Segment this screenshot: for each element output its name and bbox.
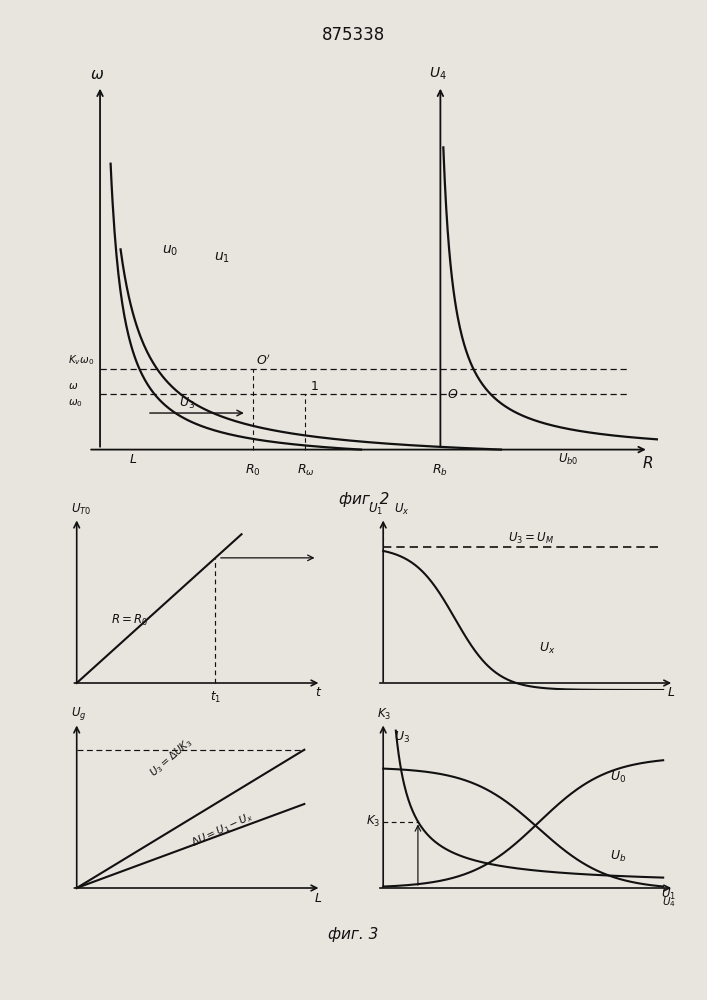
Text: $U_{T0}$: $U_{T0}$ [71,502,92,517]
Text: $L$: $L$ [315,892,322,904]
Text: $R_\omega$: $R_\omega$ [297,463,314,478]
Text: $\omega$: $\omega$ [68,381,78,391]
Text: $U_b$: $U_b$ [610,849,626,864]
Text: $u_0$: $u_0$ [162,243,178,258]
Text: $U_3=\Delta U K_3$: $U_3=\Delta U K_3$ [147,735,197,780]
Text: $L$: $L$ [129,453,138,466]
Text: $U_4$: $U_4$ [662,895,676,909]
Text: фиг. 2: фиг. 2 [339,492,390,507]
Text: $\Delta U=U_1-U_x$: $\Delta U=U_1-U_x$ [189,809,255,850]
Text: $1$: $1$ [310,380,319,393]
Text: $O$: $O$ [448,388,459,401]
Text: $U_4$: $U_4$ [428,66,446,82]
Text: фиг. 3: фиг. 3 [328,927,379,942]
Text: $\omega$: $\omega$ [90,67,104,82]
Text: $t_1$: $t_1$ [210,690,221,705]
Text: $R=R_0$: $R=R_0$ [111,612,148,628]
Text: $\omega_0$: $\omega_0$ [68,397,83,409]
Text: $K_3$: $K_3$ [377,707,391,722]
Text: $R_b$: $R_b$ [433,463,448,478]
Text: $R$: $R$ [642,455,653,471]
Text: $U_0$: $U_0$ [610,770,626,785]
Text: $U_{b0}$: $U_{b0}$ [558,452,578,467]
Text: $U_3=U_M$: $U_3=U_M$ [508,531,554,546]
Text: $u_1$: $u_1$ [214,251,230,265]
Text: $U_3$: $U_3$ [394,730,410,745]
Text: $U_1$: $U_1$ [660,887,676,902]
Text: $K_v\omega_0$: $K_v\omega_0$ [68,353,94,367]
Text: $U_1$: $U_1$ [368,502,383,517]
Text: $K_3$: $K_3$ [366,814,380,829]
Text: $U_3$: $U_3$ [180,396,195,411]
Text: $O'$: $O'$ [255,353,271,368]
Text: $t$: $t$ [315,686,322,700]
Text: $U_x$: $U_x$ [394,502,409,517]
Text: $U_x$: $U_x$ [539,641,555,656]
Text: 875338: 875338 [322,26,385,44]
Text: $R_0$: $R_0$ [245,463,260,478]
Text: $U_g$: $U_g$ [71,705,87,722]
Text: $L$: $L$ [667,686,676,700]
